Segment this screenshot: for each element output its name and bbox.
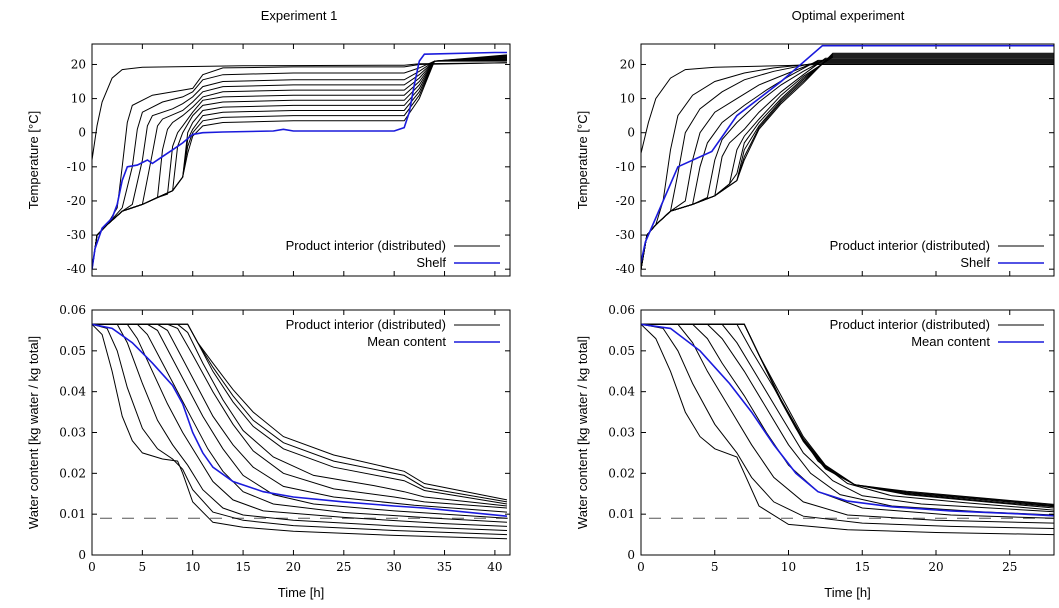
y-tick-label: -20: [616, 194, 635, 208]
chart-title: Experiment 1: [261, 8, 338, 23]
y-tick-label: 0.03: [608, 426, 635, 440]
y-tick-label: -10: [616, 160, 635, 174]
y-tick-label: 0.01: [59, 507, 86, 521]
chart-title: Optimal experiment: [792, 8, 905, 23]
y-axis-label: Temperature [°C]: [575, 111, 590, 209]
y-axis-label: Water content [kg water / kg total]: [575, 336, 590, 529]
y-tick-label: -20: [67, 194, 86, 208]
product-curve: [92, 323, 508, 519]
x-tick-label: 10: [185, 560, 200, 574]
y-tick-label: 10: [71, 92, 86, 106]
blue-curve: [641, 323, 1054, 517]
x-tick-label: 40: [487, 560, 502, 574]
product-curve: [641, 323, 1054, 536]
y-tick-label: 20: [620, 57, 635, 71]
x-tick-label: 5: [711, 560, 719, 574]
product-curve: [92, 60, 507, 270]
temperature-plot-optimal: -40 -30 -20 -10 0 10 20 Product interior (distr…: [575, 43, 1055, 277]
y-tick-label: 0.02: [59, 466, 86, 480]
product-curve: [92, 323, 508, 540]
product-curve: [641, 53, 1054, 270]
product-curve: [92, 323, 508, 536]
y-tick-label: 0.01: [608, 507, 635, 521]
water-content-plot-experiment-1: 0 0.01 0.02 0.03 0.04 0.05 0.06 0 5 10 15 20 25 30 35 4…: [26, 303, 511, 600]
legend-label: Mean content: [911, 334, 990, 349]
y-tick-label: 0: [78, 548, 86, 562]
y-tick-label: 0.02: [608, 466, 635, 480]
plot-frame: [640, 43, 1055, 277]
product-curve: [641, 323, 1054, 505]
water-content-plot-optimal: 0 0.01 0.02 0.03 0.04 0.05 0.06 0 5 10 15 20 25 Produ…: [575, 303, 1055, 600]
blue-curve: [92, 323, 508, 517]
y-tick-label: 0: [627, 548, 635, 562]
legend-label: Mean content: [367, 334, 446, 349]
y-tick-label: 0.03: [59, 426, 86, 440]
blue-curve: [641, 44, 1054, 263]
y-tick-label: 10: [620, 92, 635, 106]
product-curve: [92, 323, 508, 501]
x-tick-label: 20: [286, 560, 301, 574]
y-tick-label: 0.06: [608, 303, 635, 317]
x-tick-label: 20: [928, 560, 943, 574]
plot-frame: [91, 309, 511, 556]
product-curve: [92, 323, 508, 523]
legend-label: Shelf: [960, 255, 990, 270]
product-curve: [92, 323, 508, 507]
x-tick-label: 5: [139, 560, 147, 574]
product-curve: [641, 323, 1054, 506]
legend-label: Product interior (distributed): [286, 238, 446, 253]
y-tick-label: -40: [616, 262, 635, 276]
y-tick-label: -10: [67, 160, 86, 174]
product-curve: [92, 323, 508, 527]
legend-label: Shelf: [416, 255, 446, 270]
y-tick-label: 0.05: [59, 344, 86, 358]
product-curve: [641, 323, 1054, 524]
legend-label: Product interior (distributed): [830, 317, 990, 332]
y-tick-label: 0.04: [59, 385, 86, 399]
temperature-plot-experiment-1: -40 -30 -20 -10 0 10 20 Product interior (distr…: [26, 43, 511, 277]
x-tick-label: 35: [437, 560, 452, 574]
x-tick-label: 15: [235, 560, 250, 574]
legend-label: Product interior (distributed): [830, 238, 990, 253]
blue-curve: [92, 51, 507, 270]
y-axis-label: Temperature [°C]: [26, 111, 41, 209]
product-curve: [641, 323, 1054, 516]
legend-label: Product interior (distributed): [286, 317, 446, 332]
y-tick-label: 20: [71, 57, 86, 71]
y-axis-label: Water content [kg water / kg total]: [26, 336, 41, 529]
product-curve: [641, 323, 1054, 513]
x-axis-label: Time [h]: [824, 585, 870, 600]
plot-frame: [91, 43, 511, 277]
product-curve: [92, 62, 508, 161]
plot-frame: [640, 309, 1055, 556]
x-axis-label: Time [h]: [278, 585, 324, 600]
x-tick-label: 0: [88, 560, 96, 574]
x-tick-label: 25: [1002, 560, 1017, 574]
y-tick-label: -30: [616, 228, 635, 242]
x-tick-label: 30: [387, 560, 402, 574]
product-curve: [92, 323, 508, 513]
product-curve: [641, 52, 1054, 270]
product-curve: [92, 323, 508, 531]
y-tick-label: 0.05: [608, 344, 635, 358]
y-tick-label: 0.06: [59, 303, 86, 317]
y-tick-label: 0: [627, 126, 635, 140]
product-curve: [92, 323, 508, 509]
x-tick-label: 0: [637, 560, 645, 574]
y-tick-label: 0.04: [608, 385, 635, 399]
product-curve: [641, 323, 1054, 529]
x-tick-label: 25: [336, 560, 351, 574]
y-tick-label: 0: [78, 126, 86, 140]
y-tick-label: -30: [67, 228, 86, 242]
product-curve: [641, 323, 1054, 511]
product-curve: [92, 323, 508, 505]
product-curve: [641, 64, 1054, 154]
x-tick-label: 10: [781, 560, 796, 574]
x-tick-label: 15: [855, 560, 870, 574]
product-curve: [641, 323, 1054, 507]
y-tick-label: -40: [67, 262, 86, 276]
